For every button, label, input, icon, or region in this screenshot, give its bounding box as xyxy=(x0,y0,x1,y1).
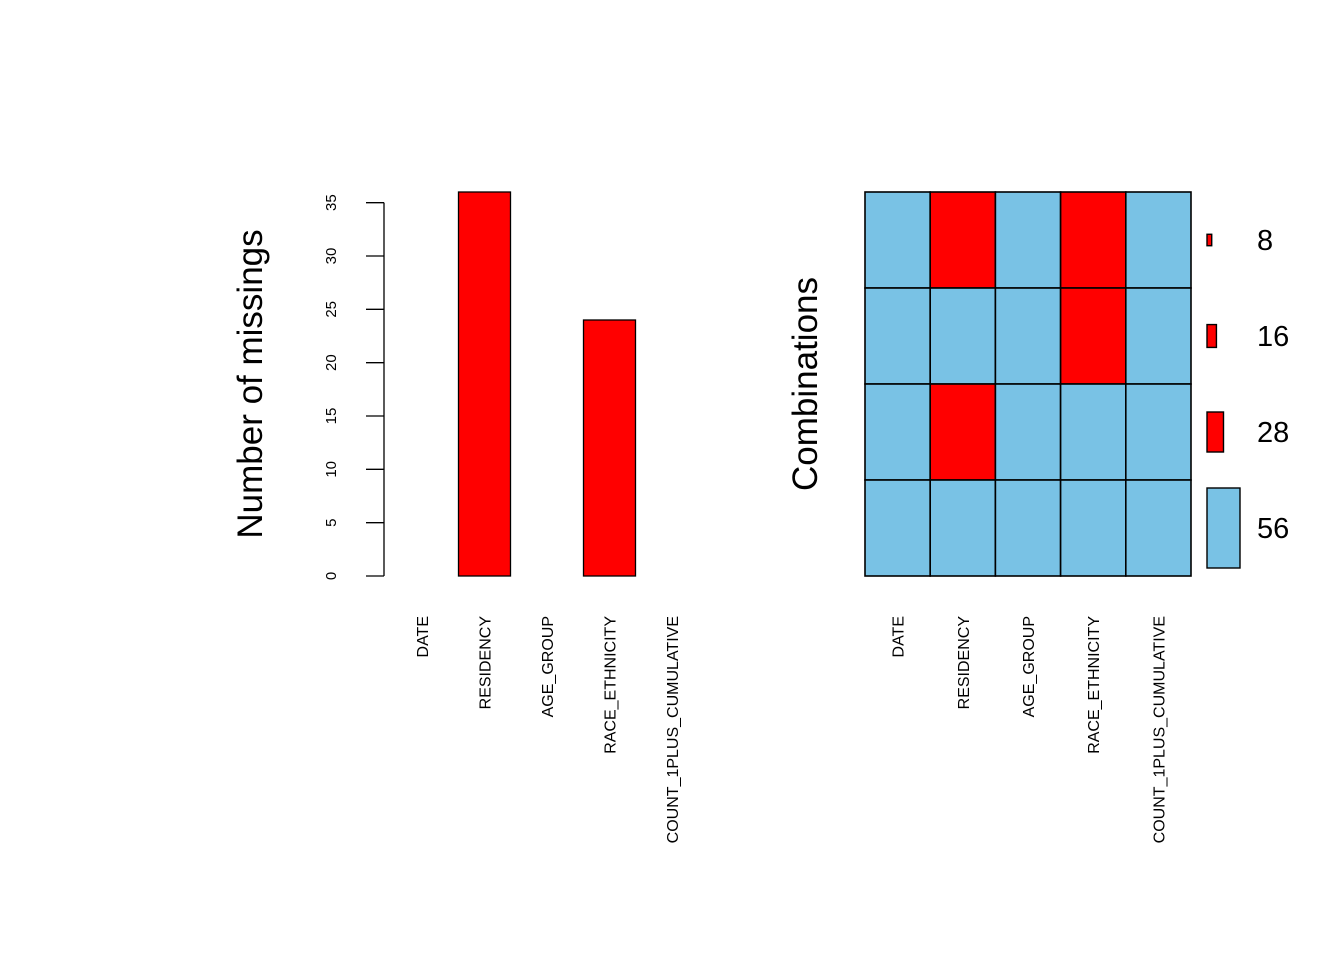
grid-cell xyxy=(994,383,1062,481)
y-axis-title: Number of missings xyxy=(231,229,270,538)
grid-cell xyxy=(864,383,931,481)
combination-count-label: 8 xyxy=(1257,225,1273,257)
combination-count-label: 16 xyxy=(1257,321,1289,353)
combination-count-bar xyxy=(1206,411,1225,453)
bar-residency xyxy=(457,191,512,577)
grid-cell xyxy=(929,383,997,481)
y-tick-label: 15 xyxy=(323,408,340,425)
y-tick-label: 0 xyxy=(323,572,340,580)
missing-count-bar-chart: Number of missings 0 5 10 15 20 25 30 35 DATE RE… xyxy=(231,191,682,844)
combination-count-bar xyxy=(1206,233,1213,247)
grid-cell xyxy=(1125,191,1192,289)
y-tick-label: 10 xyxy=(323,461,340,478)
x-tick-label: RESIDENCY xyxy=(478,616,495,710)
y-tick-label: 20 xyxy=(323,354,340,371)
grid-cell xyxy=(864,287,931,385)
variable-label: COUNT_1PLUS_CUMULATIVE xyxy=(1151,616,1168,843)
bar-series xyxy=(457,191,637,577)
grid-cell xyxy=(1059,479,1127,577)
variable-labels: DATE RESIDENCY AGE_GROUP RACE_ETHNICITY COUN… xyxy=(891,616,1169,844)
combination-count-bar xyxy=(1206,323,1218,349)
grid-cell xyxy=(994,479,1062,577)
x-tick-label: DATE xyxy=(415,616,432,657)
grid-cell xyxy=(929,479,997,577)
variable-label: AGE_GROUP xyxy=(1021,616,1038,717)
y-tick-label: 25 xyxy=(323,301,340,318)
combination-grid xyxy=(864,191,1192,577)
x-tick-label: RACE_ETHNICITY xyxy=(603,616,620,754)
grid-cell xyxy=(1059,383,1127,481)
grid-cell xyxy=(929,191,997,289)
grid-cell xyxy=(1059,191,1127,289)
combinations-axis-title: Combinations xyxy=(786,277,825,491)
y-tick-label: 35 xyxy=(323,194,340,211)
grid-cell xyxy=(864,191,931,289)
grid-cell xyxy=(994,191,1062,289)
grid-cell xyxy=(1059,287,1127,385)
grid-cell xyxy=(1125,287,1192,385)
grid-cell xyxy=(994,287,1062,385)
variable-label: RESIDENCY xyxy=(956,616,973,710)
x-tick-label: AGE_GROUP xyxy=(540,616,557,717)
x-tick-label: COUNT_1PLUS_CUMULATIVE xyxy=(665,616,682,843)
grid-cell xyxy=(1125,479,1192,577)
grid-cell xyxy=(1125,383,1192,481)
combination-count-label: 56 xyxy=(1257,513,1289,545)
grid-cell xyxy=(929,287,997,385)
grid-cell xyxy=(864,479,931,577)
combination-count-bar xyxy=(1206,487,1241,569)
combination-count-bars xyxy=(1206,233,1241,569)
x-tick-labels: DATE RESIDENCY AGE_GROUP RACE_ETHNICITY COUN… xyxy=(415,616,682,844)
y-tick-label: 5 xyxy=(323,518,340,526)
variable-label: RACE_ETHNICITY xyxy=(1086,616,1103,754)
variable-label: DATE xyxy=(891,616,908,657)
y-tick-label: 30 xyxy=(323,248,340,265)
combination-count-label: 28 xyxy=(1257,417,1289,449)
bar-race-ethnicity xyxy=(582,319,637,577)
combinations-grid-chart: Combinations 8 16 28 56 DATE RESIDENCY AGE_GR… xyxy=(786,191,1289,844)
combination-count-labels: 8 16 28 56 xyxy=(1257,225,1289,545)
y-axis: 0 5 10 15 20 25 30 35 xyxy=(323,194,385,580)
